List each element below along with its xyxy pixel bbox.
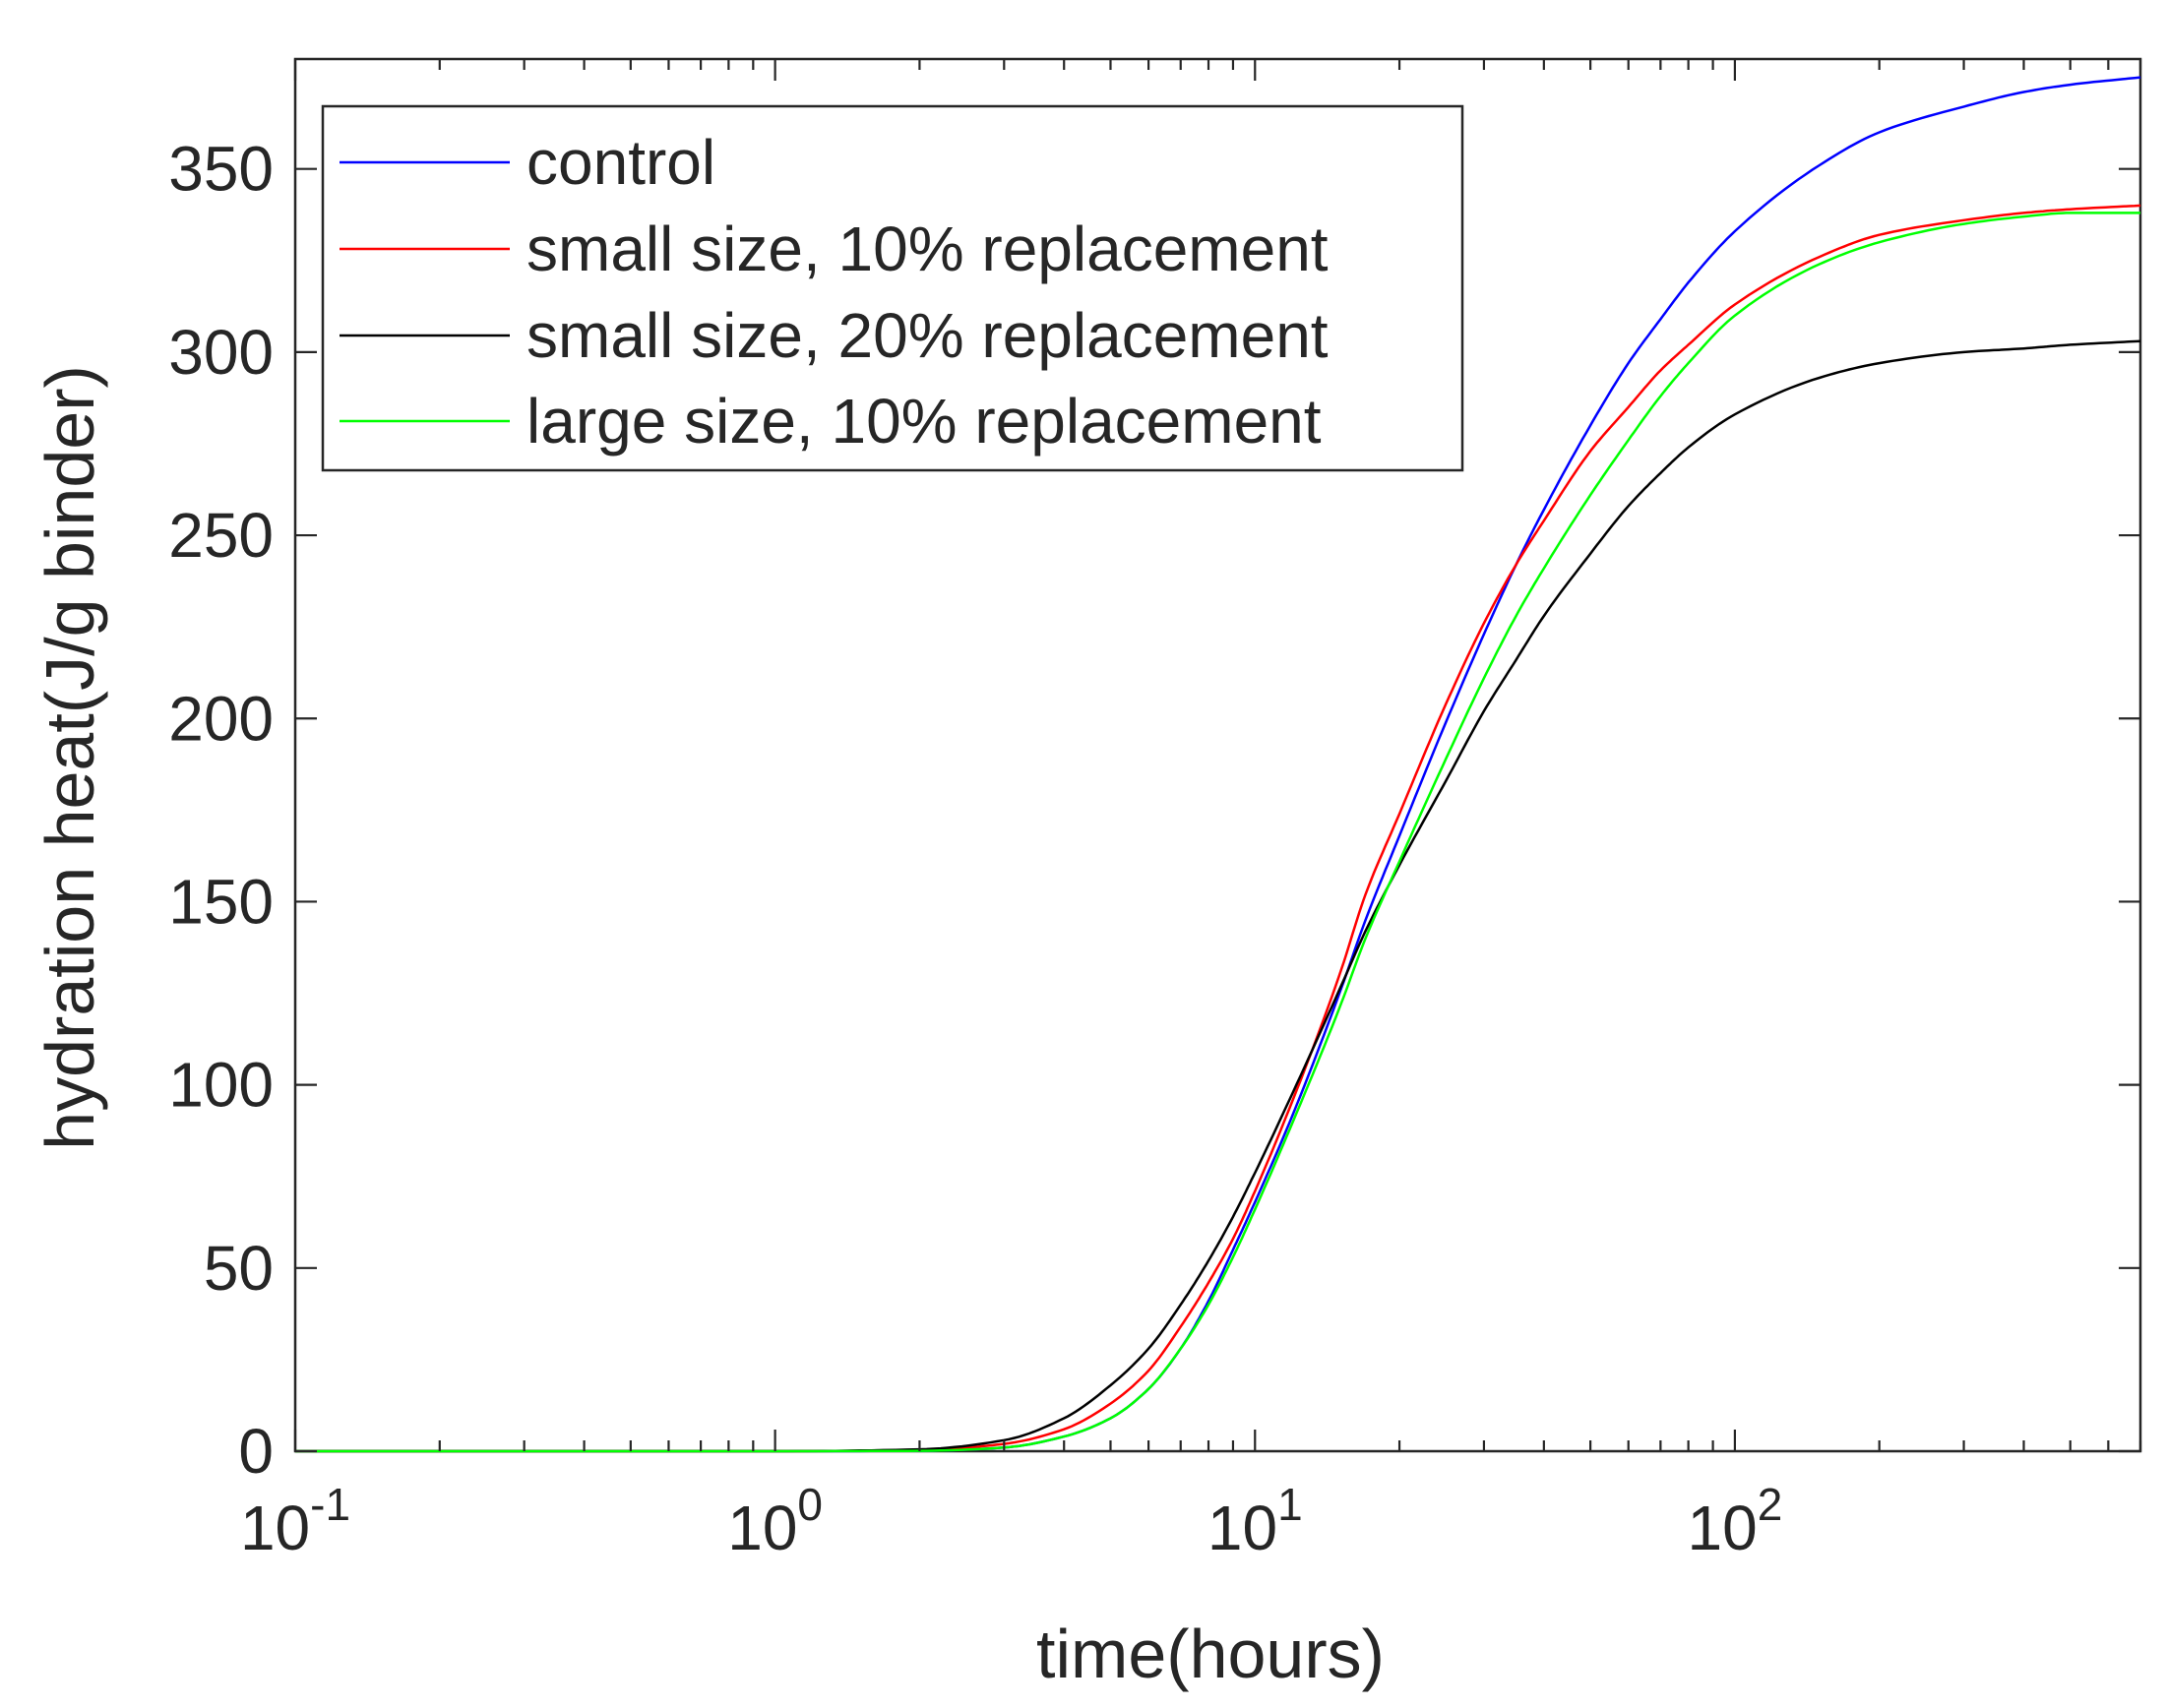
y-tick-label: 0 bbox=[238, 1416, 274, 1487]
x-tick-exponent: -1 bbox=[310, 1479, 350, 1530]
legend-box bbox=[321, 104, 1464, 472]
x-tick-label: 101 bbox=[1207, 1479, 1303, 1563]
x-tick-exponent: 0 bbox=[797, 1479, 823, 1530]
y-tick-label: 150 bbox=[168, 866, 274, 937]
x-tick-base: 10 bbox=[727, 1493, 797, 1563]
series-layer bbox=[295, 76, 2141, 1453]
y-tick-label: 300 bbox=[168, 317, 274, 388]
y-tick-label: 50 bbox=[204, 1233, 274, 1304]
x-tick-label: 102 bbox=[1688, 1479, 1783, 1563]
y-axis-title: hydration heat(J/g binder) bbox=[31, 365, 108, 1150]
x-tick-base: 10 bbox=[1207, 1493, 1277, 1563]
x-tick-base: 10 bbox=[1688, 1493, 1758, 1563]
series-line-2 bbox=[295, 204, 2141, 1453]
y-tick-label: 200 bbox=[168, 683, 274, 754]
legend-label-4: large size, 10% replacement bbox=[526, 386, 1322, 457]
x-tick-exponent: 1 bbox=[1277, 1479, 1303, 1530]
legend-label-3: small size, 20% replacement bbox=[526, 300, 1329, 371]
legend-label-1: control bbox=[526, 127, 715, 198]
y-tick-label: 250 bbox=[168, 500, 274, 571]
series-line-3 bbox=[295, 339, 2141, 1453]
y-tick-label: 100 bbox=[168, 1050, 274, 1121]
ticks-layer bbox=[293, 59, 2142, 1453]
x-tick-exponent: 2 bbox=[1758, 1479, 1783, 1530]
series-line-4 bbox=[295, 212, 2140, 1453]
x-tick-label: 100 bbox=[727, 1479, 823, 1563]
x-axis-title: time(hours) bbox=[1036, 1616, 1385, 1692]
x-tick-label: 10-1 bbox=[240, 1479, 350, 1563]
legend: control small size, 10% replacement small … bbox=[321, 104, 1464, 472]
x-tick-base: 10 bbox=[240, 1493, 310, 1563]
legend-label-2: small size, 10% replacement bbox=[526, 214, 1329, 284]
y-tick-label: 350 bbox=[168, 134, 274, 205]
